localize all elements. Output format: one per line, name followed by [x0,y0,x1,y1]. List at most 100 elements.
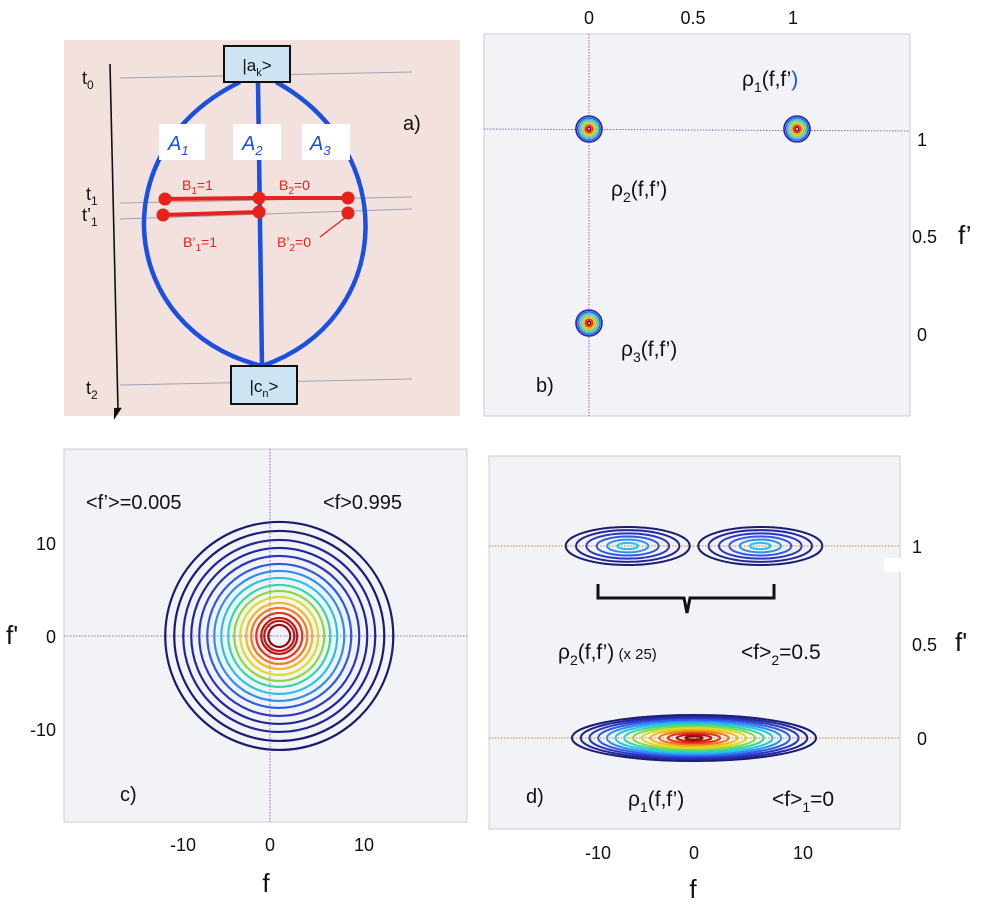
b-y-axis-label: f’ [958,220,971,250]
rho-contour [206,562,353,710]
d-rho2-mean-label: <f>2=0.5 [741,641,821,668]
peak-contour [580,120,598,138]
peak-contour [577,117,601,141]
rho-contour [250,606,309,666]
rho2-contour [717,532,803,560]
rho1-contour [597,718,791,758]
peak-contour [582,122,596,136]
rho-contour [255,611,304,661]
rho1-contour [623,723,765,753]
rho2-contour [585,532,671,560]
rho1-contour [658,730,730,746]
rho-contour [267,623,292,649]
time-axis-arrowhead [113,407,122,420]
c-f-mean-annotation: <f>0.995 [323,492,402,514]
path-label-box [159,124,205,160]
time-axis-line [109,63,119,411]
b-y-tick: 0 [917,325,927,345]
rho2-contour [564,526,691,566]
rho1-contour [632,725,756,751]
d-x-axis-label: f [689,874,697,904]
peak-contour [785,117,809,141]
branch-dot [252,191,266,205]
rho-contour [164,520,395,752]
peak-contour [577,311,601,335]
b-y-tick: 1 [917,130,927,150]
panel-c-contours [164,520,395,752]
c-y-tick: -10 [30,720,56,740]
state-box-bottom [230,365,298,405]
state-box-top [223,45,291,83]
b-x-tick: 1 [788,8,798,28]
rho-contour [198,554,361,718]
rho-contour [227,583,332,689]
panel-b-background [483,33,911,417]
peak-contour [788,120,806,138]
rho2-contour [575,529,681,563]
b2-prime-pointer [319,216,347,238]
panel-a: |ak> |cn> A1 A2 A3 B1=1 B2=0 B’1=1 B’2=0… [64,40,460,420]
peak-contour [582,316,596,330]
rho2-contour [728,535,793,557]
time-label-t0: t0 [82,68,94,92]
rho-contour [213,569,346,703]
peak-contour [786,118,808,140]
branch-b1-prime-line [162,210,260,217]
b-x-tick: 0 [584,8,594,28]
branch-dot [156,208,170,222]
peak-contour [783,115,811,143]
panel-a-tag: a) [403,113,421,135]
path-label-box [302,124,350,160]
d-y-tick: 0 [917,729,927,749]
time-label-t1: t1 [86,184,98,208]
peak-contour [575,309,603,337]
d-x-tick: 0 [689,843,699,863]
panel-c-tag: c) [120,784,137,806]
rho-contour [173,529,386,743]
peak-contour [584,318,594,328]
c-y-tick: 0 [46,627,56,647]
panel-d: 1 0.5 0 f' -10 0 10 f ρ2(f,f’) (x 25) <f… [488,455,967,904]
d-y-tick: 1 [912,537,922,557]
d-y-axis-label: f' [955,627,967,657]
rho1-contour [614,722,774,754]
d-x-tick: 10 [793,843,813,863]
panel-c: -10 0 10 f 10 0 -10 f' <f’>=0.005 <f>0.9… [6,448,468,898]
tick-mask [884,558,906,572]
d-y-tick: 0.5 [912,635,937,655]
c-y-axis-label: f' [6,620,18,650]
c-x-tick: 0 [265,835,275,855]
panel-d-background [488,455,901,830]
panel-d-tag: d) [526,786,544,808]
rho1-contour [684,735,704,741]
b2-prime-label: B’2=0 [277,234,311,254]
b1-prime-label: B’1=1 [183,234,217,254]
rho2-contour [738,538,782,554]
rho1-contour [605,720,783,756]
peak-contour [578,118,600,140]
branch-dot [252,205,266,219]
rho1-contour [640,727,748,749]
rho2-brace [596,584,776,614]
peak-contour [578,312,600,334]
branch-dot [341,206,355,220]
d-rho2-label: ρ2(f,f’) (x 25) [558,641,657,668]
time-label-t2: t2 [86,378,98,402]
state-bottom-label: |cn> [250,377,279,400]
rho-contour [239,595,320,677]
c-y-tick: 10 [36,534,56,554]
panel-b: 0 0.5 1 1 0.5 0 f’ ρ1(f,f’) ρ2(f,f’) ρ3(… [483,8,971,417]
branch-dot [158,192,172,206]
rho2-contour [616,541,640,551]
branch-b1-line [164,196,260,201]
peak-contour [794,126,800,132]
rho-contour [260,616,299,656]
path-label-box [233,124,281,160]
c-fp-mean-annotation: <f’>=0.005 [86,492,181,514]
peak-contour [580,314,598,332]
peak-contour [586,126,592,132]
d-x-tick: -10 [585,843,611,863]
b-rho3-label: ρ3(f,f’) [621,338,677,365]
axis-line [483,128,911,132]
branch-dot [341,191,355,205]
